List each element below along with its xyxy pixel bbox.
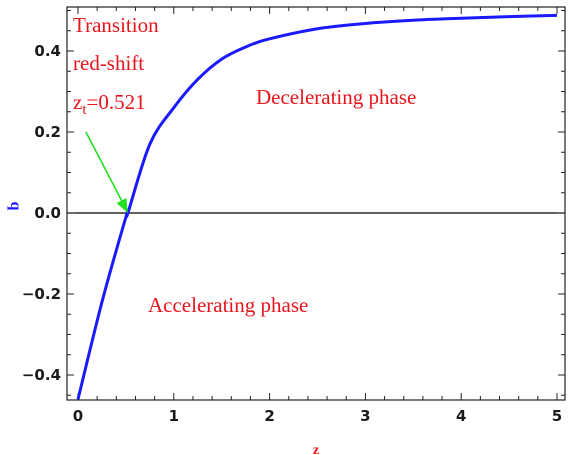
y-tick-label: 0.0	[34, 204, 61, 222]
y-axis-ticks: −0.4 −0.2 0.0 0.2 0.4	[22, 10, 565, 396]
x-axis-label: z	[313, 443, 319, 455]
x-axis-ticks: 0 1 2 3 4 5	[73, 7, 562, 425]
annotation-zt: zt=0.521	[73, 90, 146, 118]
x-tick-label: 3	[360, 407, 370, 425]
y-axis-label: q	[7, 202, 24, 211]
plot-frame	[66, 6, 566, 401]
zt-main: z	[73, 90, 82, 114]
zt-value: =0.521	[87, 90, 146, 114]
x-tick-label: 2	[264, 407, 274, 425]
x-tick-label: 5	[552, 407, 562, 425]
y-tick-label: 0.4	[34, 42, 61, 60]
annotation-red-shift: red-shift	[73, 51, 144, 75]
x-tick-label: 4	[456, 407, 466, 425]
y-tick-label: −0.4	[22, 366, 61, 384]
zt-sub: t	[82, 102, 87, 118]
x-tick-label: 0	[73, 407, 83, 425]
y-tick-label: 0.2	[34, 123, 61, 141]
y-tick-label: −0.2	[22, 285, 61, 303]
annotation-accelerating: Accelerating phase	[148, 293, 308, 317]
transition-arrow	[85, 131, 125, 206]
transition-arrow-head	[116, 198, 128, 213]
annotation-transition: Transition	[73, 13, 159, 37]
x-tick-label: 1	[169, 407, 179, 425]
annotation-decelerating: Decelerating phase	[256, 85, 416, 109]
q-curve	[76, 13, 558, 400]
